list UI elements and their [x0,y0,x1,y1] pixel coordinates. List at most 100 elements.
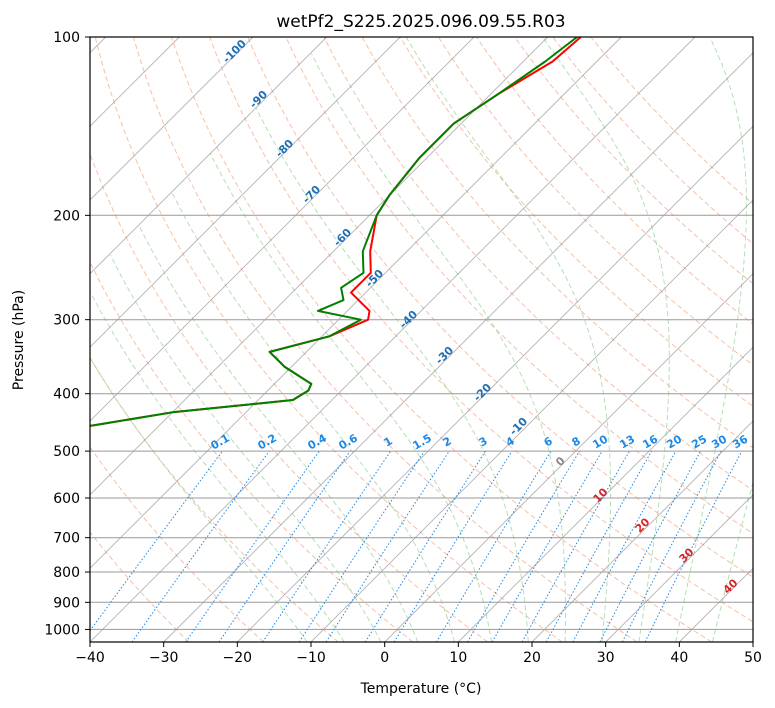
line-labels: 0.1 0.2 0.4 0.6 1 1.5 2 3 4 6 8 10 13 16 20 25 30 36-100-… [209,37,751,597]
mixing-ratio-line [545,450,653,642]
mixing-ratio-line [364,450,486,642]
mixing-ratio-line [90,450,223,632]
mixing-ratio-label: 8 [570,434,583,449]
moist-adiabat-label: 30 [677,545,697,565]
moist-adiabat [90,356,308,642]
dry-adiabat [94,37,563,642]
isotherm [236,125,753,642]
mixing-ratio-label: 13 [617,433,637,452]
dry-adiabat [132,37,638,642]
mixing-ratio-line [298,450,425,642]
dry-adiabat [90,260,414,642]
y-tick-label: 400 [53,387,80,403]
dry-adiabat [247,37,753,578]
profile-line-1 [90,37,582,427]
mixing-ratio-line [218,450,351,642]
mixing-ratio-label: 10 [590,432,610,451]
dry-adiabat-label: -80 [273,137,296,160]
mixing-ratio-line [131,450,270,642]
profile-line-2 [90,37,578,427]
mixing-ratio-line [393,450,513,642]
dry-adiabat [90,531,190,642]
moist-adiabat-label: 40 [721,576,741,596]
dry-adiabat [476,37,753,325]
isotherm [90,37,328,275]
mixing-ratio-label: 0.2 [256,431,279,452]
y-tick-label: 700 [53,531,80,547]
x-tick-label: 0 [380,650,389,666]
dry-adiabat-label: -90 [247,88,270,111]
moist-adiabat [542,37,670,642]
dry-adiabat [171,37,712,642]
mixing-ratio-label: 0.4 [306,431,330,452]
isotherm [605,494,753,642]
mixing-ratio-line [325,450,450,642]
mixing-ratio-label: 36 [730,432,750,451]
x-tick-label: −30 [149,650,179,666]
dry-adiabat [437,37,753,366]
mixing-ratio-line [521,450,630,642]
axes: −40 −30 −20 −10 0 10 20 30 40 5010020030040050060… [44,30,762,666]
mixing-ratio-label: 20 [664,432,684,451]
isotherm [678,567,753,642]
moist-adiabat [255,107,529,642]
profile-lines [90,37,582,427]
mixing-ratio-label: 2 [441,434,454,449]
y-tick-label: 100 [53,30,80,46]
mixing-ratio-label: 30 [709,432,729,451]
plot-frame [89,36,754,643]
mixing-ratio-line [599,450,701,642]
dry-adiabat [90,152,488,642]
mixing-ratio-line [467,450,580,642]
x-tick-label: −20 [223,650,253,666]
x-axis-label: Temperature (°C) [360,681,482,697]
y-tick-label: 600 [53,491,80,507]
mixing-ratio-label: 16 [640,432,660,451]
isotherm [90,37,696,642]
dry-adiabat [285,37,753,535]
y-tick-label: 300 [53,313,80,329]
isotherm [531,420,753,642]
mixing-ratio-label: 6 [542,434,555,449]
y-axis-label: Pressure (hPa) [11,290,27,390]
x-tick-label: 20 [523,650,541,666]
moist-adiabat [310,53,566,642]
moist-adiabat [209,153,492,642]
x-tick-label: 40 [670,650,688,666]
moist-adiabat [171,192,456,642]
mixing-ratio-label: 25 [689,433,709,452]
moist-adiabat [109,254,382,642]
dry-adiabat [323,37,753,491]
background-lines [90,37,753,642]
moist-adiabat-label: 20 [633,515,653,535]
y-tick-label: 1000 [44,622,80,638]
dry-adiabat [552,37,753,245]
mixing-ratio-label: 0.1 [209,431,232,452]
mixing-ratio-line [572,450,677,642]
moist-adiabat [712,480,753,642]
mixing-ratio-line [262,450,392,642]
dry-adiabat-label: -20 [471,381,494,404]
x-tick-label: −10 [296,650,326,666]
mixing-ratio-line [621,450,722,642]
mixing-ratio-line [644,450,743,642]
y-tick-label: 500 [53,444,80,460]
mixing-ratio-line [491,450,603,642]
dry-adiabat [90,446,264,642]
dry-adiabat-label: -100 [220,37,249,66]
dry-adiabat-label: -50 [363,267,386,290]
dry-adiabat-label: -60 [331,226,354,249]
mixing-ratio-line [185,450,320,642]
isotherm [384,273,753,642]
chart-title: wetPf2_S225.2025.096.09.55.R03 [276,12,565,32]
dry-adiabat-label: -30 [433,344,456,367]
isotherm [163,52,753,642]
x-tick-label: 30 [597,650,615,666]
dry-adiabat [361,37,753,449]
dry-adiabat [590,37,753,205]
moist-adiabat [675,37,747,642]
y-tick-label: 900 [53,595,80,611]
isotherm [90,37,254,201]
isotherm [90,37,475,422]
